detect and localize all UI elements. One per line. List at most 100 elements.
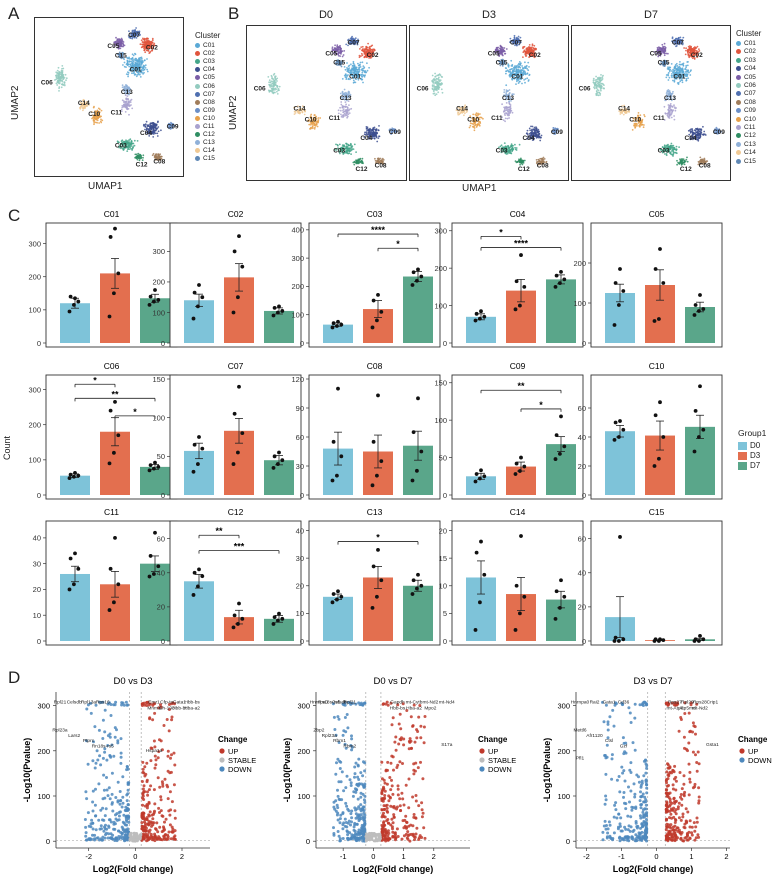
umap-point	[515, 83, 517, 85]
umap-point	[373, 132, 376, 135]
umap-point	[715, 129, 717, 132]
umap-point	[355, 72, 358, 75]
umap-point	[593, 86, 595, 89]
umap-point	[353, 163, 356, 166]
umap-point	[361, 54, 364, 57]
umap-point	[122, 148, 125, 151]
umap-b-ylabel: UMAP2	[228, 95, 239, 130]
umap-point	[667, 66, 669, 69]
umap-point	[56, 73, 59, 75]
umap-point	[368, 52, 371, 55]
umap-point	[505, 90, 508, 93]
umap-point	[128, 60, 131, 62]
umap-point	[129, 70, 132, 72]
umap-point	[661, 62, 664, 65]
umap-point	[331, 48, 334, 50]
legend-swatch	[736, 150, 741, 156]
umap-point	[360, 52, 363, 55]
umap-point	[155, 127, 157, 130]
umap-cluster-label: C06	[254, 86, 266, 93]
umap-point	[132, 142, 135, 145]
umap-point	[696, 127, 699, 130]
umap-point	[697, 163, 700, 166]
umap-point	[308, 123, 311, 126]
umap-point	[137, 69, 140, 71]
umap-point	[670, 112, 672, 114]
umap-point	[276, 93, 279, 95]
umap-point	[501, 65, 504, 67]
umap-point	[672, 41, 674, 44]
umap-point	[500, 151, 503, 154]
umap-point	[366, 62, 368, 65]
umap-cluster-label: C06	[579, 86, 591, 93]
umap-point	[519, 36, 522, 39]
umap-point	[372, 131, 375, 134]
umap-cluster-label: C09	[551, 129, 563, 136]
umap-point	[135, 60, 138, 62]
umap-point	[693, 49, 695, 52]
cluster-legend-item: C12	[736, 132, 756, 139]
umap-point	[352, 74, 354, 77]
umap-point	[310, 113, 313, 116]
cluster-legend-b-title: Cluster	[736, 29, 762, 38]
umap-cluster-label: C09	[713, 129, 725, 136]
umap-point	[58, 90, 60, 92]
umap-point	[144, 67, 147, 69]
umap-point	[518, 143, 521, 146]
umap-point	[469, 122, 472, 125]
umap-point	[508, 103, 511, 106]
umap-point	[531, 43, 534, 46]
umap-cluster-label: C04	[523, 135, 535, 142]
umap-point	[275, 88, 278, 90]
umap-point	[659, 63, 661, 66]
umap-point	[353, 43, 355, 46]
umap-point	[97, 107, 100, 110]
cluster-legend-item: C04	[736, 65, 756, 72]
umap-point	[632, 117, 635, 120]
legend-swatch	[195, 51, 200, 57]
umap-point	[533, 134, 535, 137]
umap-point	[528, 49, 530, 52]
umap-point	[117, 47, 120, 50]
umap-point	[478, 118, 481, 121]
umap-point	[336, 144, 339, 146]
legend-swatch	[195, 91, 200, 97]
umap-point	[517, 35, 520, 38]
umap-point	[371, 137, 374, 140]
umap-point	[126, 95, 129, 97]
umap-point	[362, 81, 364, 84]
umap-point	[365, 132, 368, 135]
umap-point	[304, 110, 306, 113]
umap-point	[307, 119, 310, 122]
legend-swatch	[736, 66, 741, 72]
umap-point	[497, 52, 499, 55]
y-tick-label: 300	[28, 239, 41, 248]
legend-swatch	[195, 124, 200, 129]
umap-point	[335, 143, 337, 146]
umap-point	[369, 135, 371, 138]
umap-point	[518, 43, 520, 46]
umap-point	[357, 161, 360, 164]
umap-point	[272, 84, 275, 87]
umap-point	[131, 59, 134, 62]
umap-point	[65, 79, 67, 82]
umap-point	[310, 120, 313, 123]
umap-cluster-label: C06	[417, 86, 429, 93]
umap-point	[638, 118, 641, 121]
umap-point	[312, 117, 315, 119]
y-tick-label: 100	[28, 306, 41, 315]
umap-point	[339, 92, 342, 95]
umap-point	[662, 64, 665, 67]
umap-point	[143, 39, 146, 41]
umap-point	[716, 130, 719, 133]
legend-swatch	[736, 133, 741, 139]
umap-point	[274, 75, 276, 78]
umap-point	[345, 110, 348, 113]
umap-point	[510, 73, 513, 76]
umap-point	[431, 87, 434, 90]
umap-point	[519, 41, 522, 44]
umap-point	[664, 46, 667, 49]
umap-point	[693, 129, 696, 131]
umap-point	[314, 119, 317, 122]
